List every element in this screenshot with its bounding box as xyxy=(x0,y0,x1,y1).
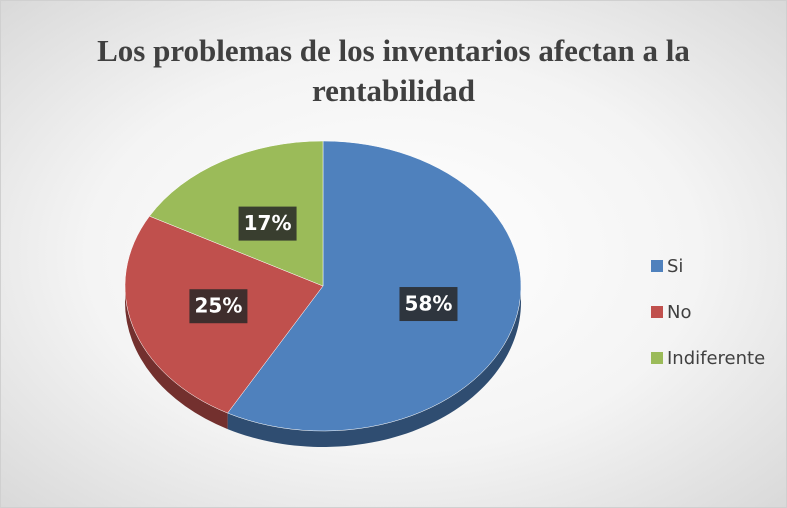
data-label: 25% xyxy=(194,294,242,318)
legend-swatch xyxy=(651,352,663,364)
slice xyxy=(149,140,324,287)
label-box xyxy=(399,287,458,322)
legend-swatch xyxy=(651,306,663,318)
legend-label: Indiferente xyxy=(667,348,765,369)
slice-side xyxy=(125,286,228,430)
legend-label: No xyxy=(667,302,691,323)
data-label: 58% xyxy=(405,292,453,316)
label-box xyxy=(238,206,297,241)
chart-title: Los problemas de los inventarios afectan… xyxy=(97,33,690,108)
legend-label: Si xyxy=(667,256,683,277)
slice xyxy=(227,140,522,432)
data-label: 17% xyxy=(244,211,292,235)
slice-side xyxy=(227,286,521,447)
legend-swatch xyxy=(651,260,663,272)
label-box xyxy=(189,289,248,324)
